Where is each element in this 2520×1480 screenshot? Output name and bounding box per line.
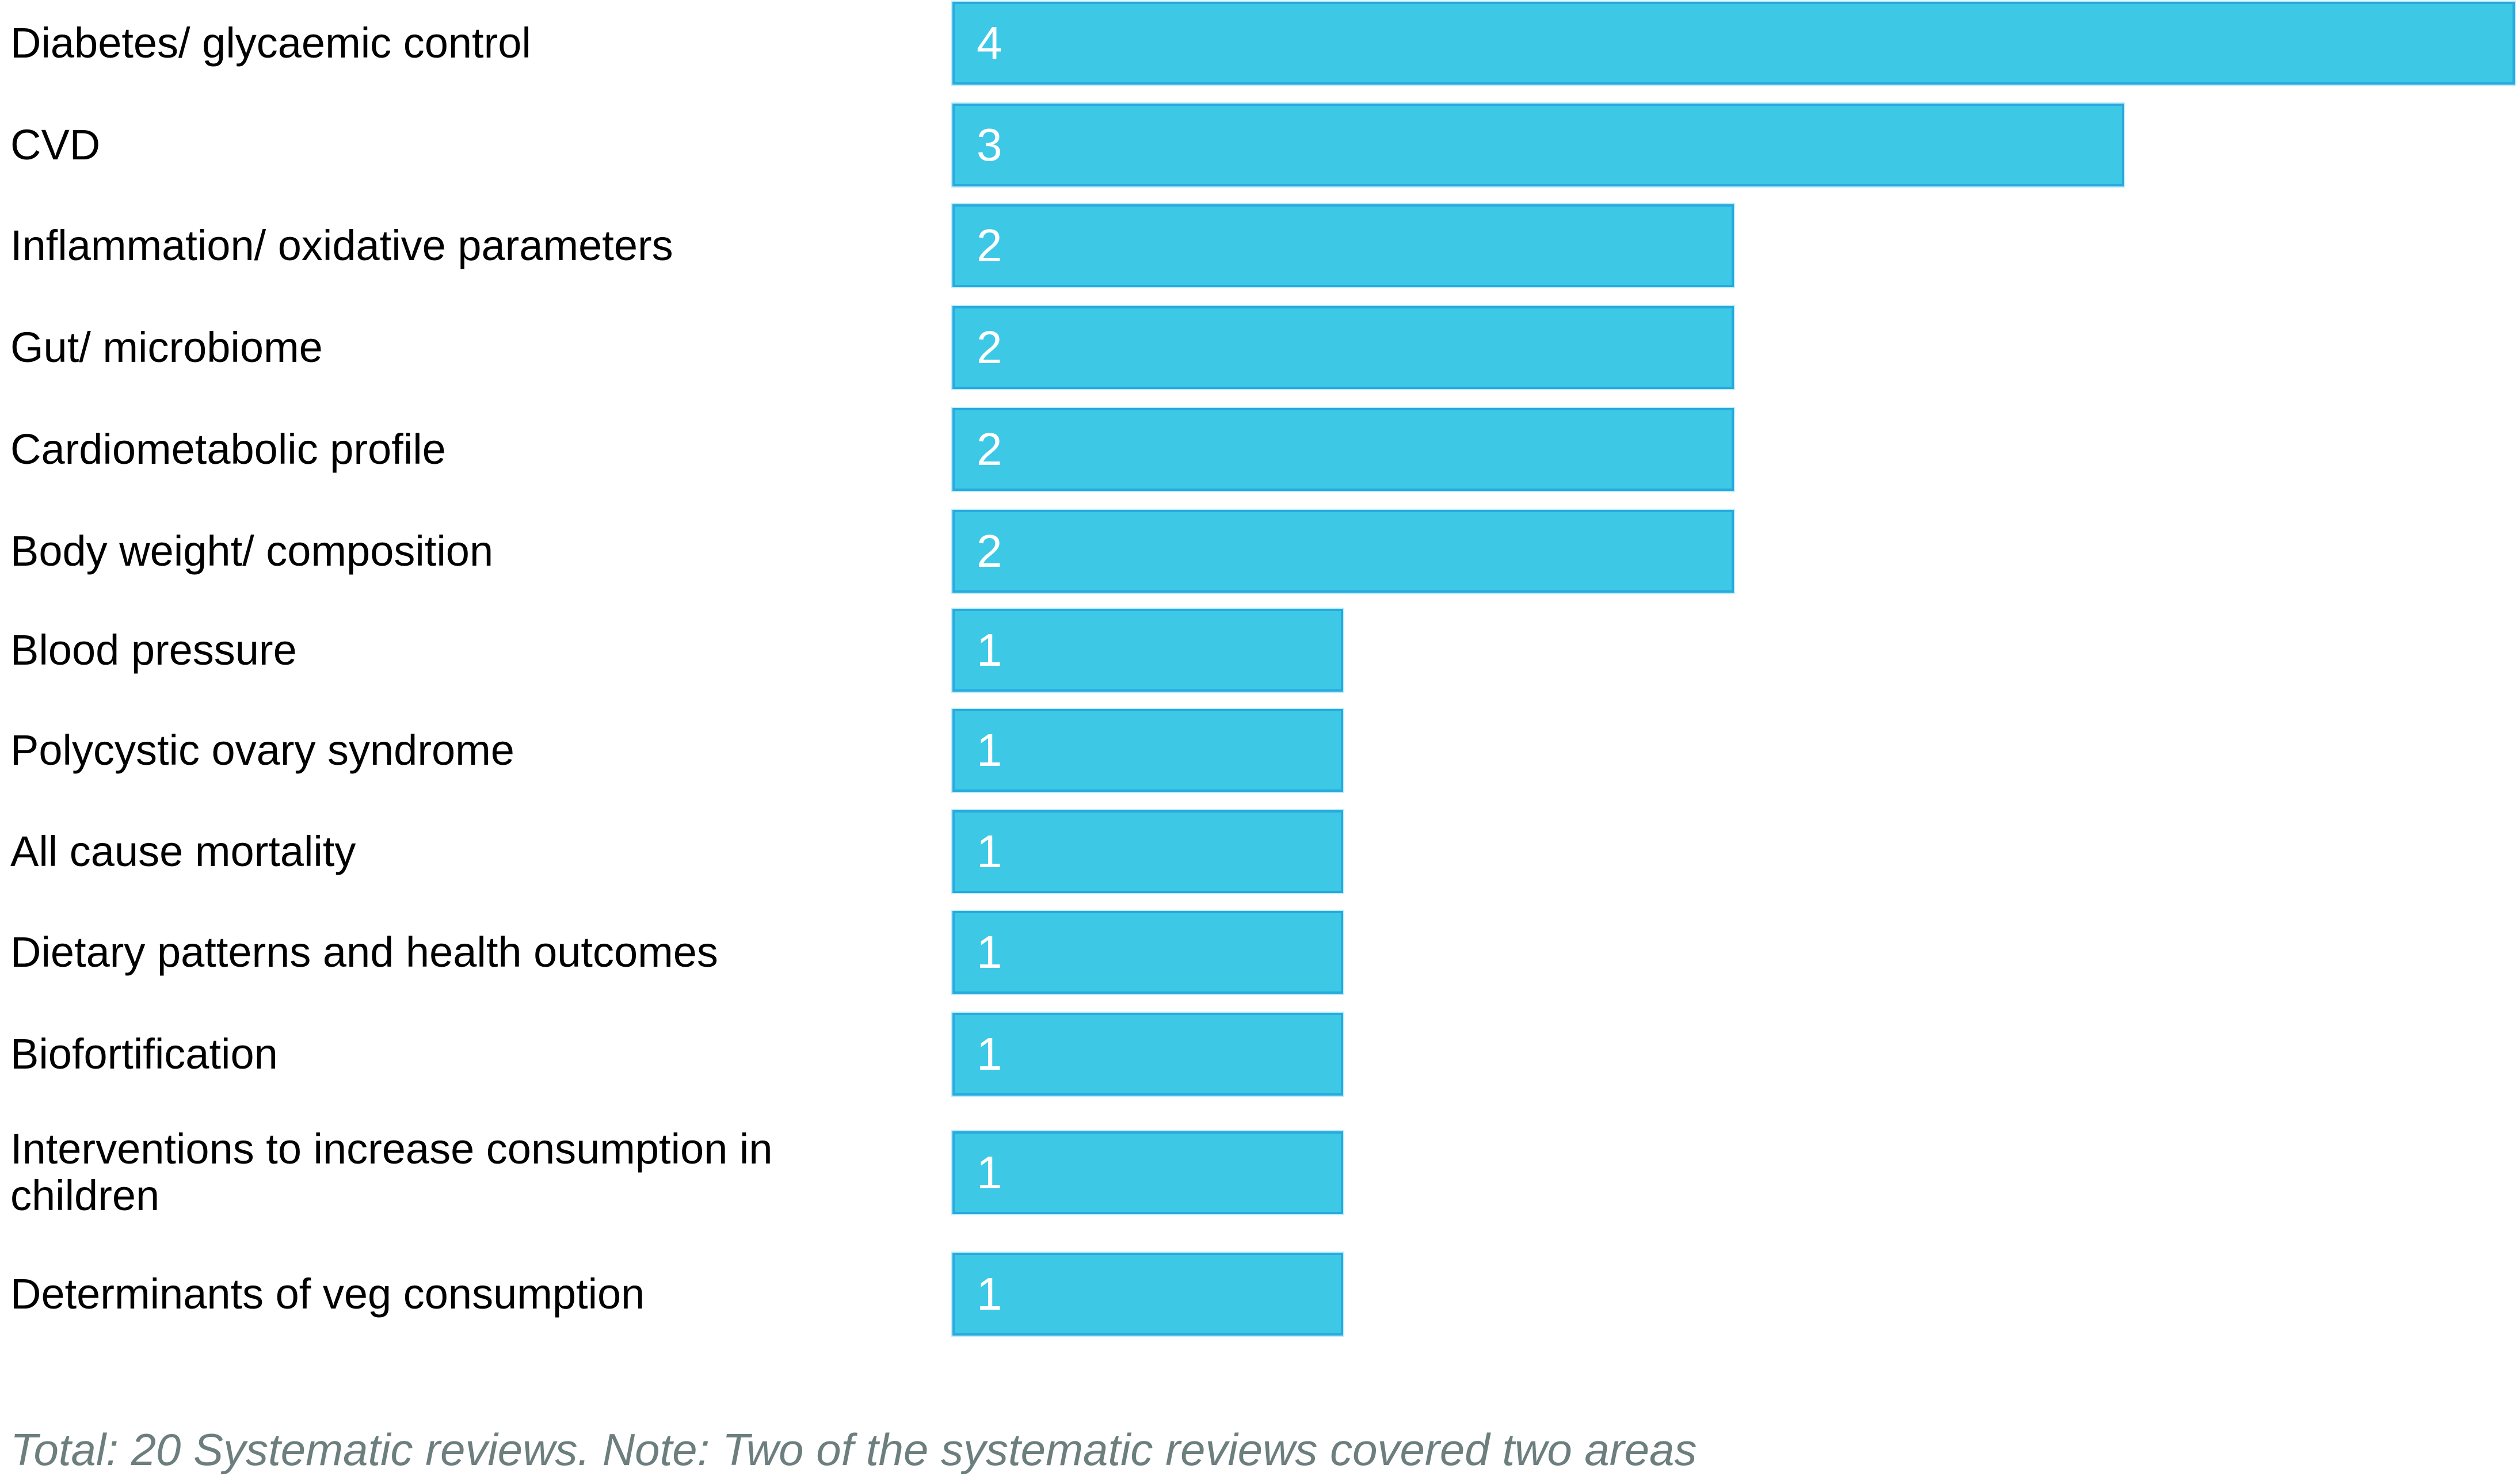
- value-label: 1: [977, 1147, 1002, 1198]
- chart-row: Determinants of veg consumption 1: [0, 1253, 2520, 1336]
- category-label: Body weight/ composition: [10, 527, 494, 575]
- category-label: Biofortification: [10, 1029, 278, 1078]
- chart-row: All cause mortality 1: [0, 810, 2520, 893]
- bar: 4: [952, 2, 2515, 85]
- bar: 2: [952, 204, 1734, 287]
- category-label: Interventions to increase consumption in…: [10, 1125, 773, 1219]
- value-label: 1: [977, 724, 1002, 776]
- chart-row: Biofortification 1: [0, 1013, 2520, 1096]
- value-label: 4: [977, 17, 1002, 68]
- value-label: 3: [977, 119, 1002, 170]
- value-label: 1: [977, 1268, 1002, 1319]
- chart-row: Blood pressure 1: [0, 609, 2520, 692]
- value-label: 1: [977, 624, 1002, 676]
- bar: 1: [952, 1131, 1343, 1214]
- bar: 1: [952, 609, 1343, 692]
- chart-row: Diabetes/ glycaemic control 4: [0, 2, 2520, 85]
- bar: 1: [952, 1253, 1343, 1336]
- bar: 2: [952, 306, 1734, 389]
- chart-row: Dietary patterns and health outcomes 1: [0, 911, 2520, 994]
- bar: 1: [952, 1013, 1343, 1096]
- chart-row: Interventions to increase consumption in…: [0, 1125, 2520, 1219]
- value-label: 1: [977, 826, 1002, 877]
- category-label: All cause mortality: [10, 827, 356, 875]
- category-label: Cardiometabolic profile: [10, 425, 446, 473]
- category-label: Determinants of veg consumption: [10, 1269, 645, 1318]
- category-label: CVD: [10, 120, 101, 169]
- bar: 1: [952, 709, 1343, 792]
- chart-note: Total: 20 Systematic reviews. Note: Two …: [10, 1424, 1697, 1475]
- category-label: Blood pressure: [10, 625, 297, 674]
- category-label: Diabetes/ glycaemic control: [10, 18, 531, 67]
- chart-row: Gut/ microbiome 2: [0, 306, 2520, 389]
- value-label: 1: [977, 1028, 1002, 1080]
- value-label: 2: [977, 322, 1002, 373]
- chart-row: Body weight/ composition 2: [0, 510, 2520, 593]
- chart-row: Polycystic ovary syndrome 1: [0, 709, 2520, 792]
- bar: 2: [952, 510, 1734, 593]
- value-label: 1: [977, 926, 1002, 978]
- category-label: Inflammation/ oxidative parameters: [10, 221, 673, 269]
- value-label: 2: [977, 220, 1002, 271]
- bar: 2: [952, 408, 1734, 491]
- category-label: Polycystic ovary syndrome: [10, 726, 514, 774]
- category-label: Dietary patterns and health outcomes: [10, 928, 718, 976]
- bar: 3: [952, 104, 2124, 186]
- category-label: Gut/ microbiome: [10, 323, 323, 371]
- bar: 1: [952, 911, 1343, 994]
- value-label: 2: [977, 525, 1002, 577]
- bar: 1: [952, 810, 1343, 893]
- chart-row: Cardiometabolic profile 2: [0, 408, 2520, 491]
- chart-row: CVD 3: [0, 104, 2520, 186]
- value-label: 2: [977, 424, 1002, 475]
- chart-row: Inflammation/ oxidative parameters 2: [0, 204, 2520, 287]
